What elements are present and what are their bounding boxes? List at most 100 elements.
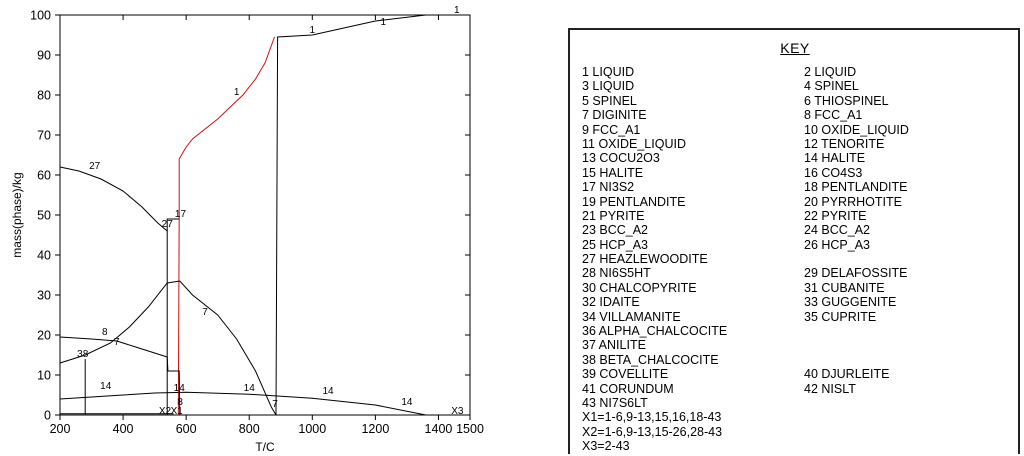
key-entry: 32 IDAITE	[582, 295, 640, 310]
key-entry: X2=1-6,9-13,15-26,28-43	[582, 424, 723, 439]
series-line-27-7	[166, 218, 180, 415]
x-tick-label: 200	[50, 422, 71, 436]
curve-label: X3	[451, 406, 464, 417]
key-entry: 37 ANILITE	[582, 338, 646, 353]
x-tick-label: 1400	[425, 422, 453, 436]
key-entry-empty	[804, 439, 1002, 453]
key-entry: 13 COCU2O3	[582, 151, 660, 166]
key-entry-empty	[804, 338, 1002, 352]
key-entry: 43 NI7S6LT	[582, 395, 648, 410]
y-tick-label: 50	[37, 209, 51, 223]
key-title: KEY	[780, 40, 810, 56]
series-line-14-5	[59, 391, 426, 416]
curve-label: X1	[171, 406, 184, 417]
curve-label: 1	[310, 25, 316, 36]
key-entry: 24 BCC_A2	[804, 223, 871, 238]
y-axis-label: mass(phase)/kg	[10, 172, 24, 257]
key-entry: 31 CUBANITE	[804, 280, 885, 295]
key-entry: 6 THIOSPINEL	[804, 93, 889, 108]
key-entry: X1=1-6,9-13,15,16,18-43	[582, 410, 722, 425]
key-entries: 1 LIQUID 2 LIQUID 3 LIQUID 4 SPINEL 5 SPINEL…	[582, 65, 1002, 454]
key-entry: 21 PYRITE	[582, 208, 645, 223]
curve-label: 14	[100, 381, 112, 392]
x-axis-label: T/C	[255, 440, 275, 454]
key-entry: 35 CUPRITE	[804, 309, 877, 324]
series-line-7-3	[59, 280, 277, 416]
curve-label: 7	[272, 399, 278, 410]
y-tick-label: 30	[37, 289, 51, 303]
curve-label: 7	[114, 337, 120, 348]
key-entry-empty	[804, 396, 1002, 410]
key-entry: 36 ALPHA_CHALCOCITE	[582, 324, 728, 339]
key-entry: 39 COVELLITE	[582, 367, 669, 382]
x-tick-label: 1000	[298, 422, 326, 436]
curve-label: 14	[174, 383, 186, 394]
curve-label: 17	[175, 209, 187, 220]
curve-label: 14	[401, 397, 413, 408]
curve-label: 27	[162, 219, 174, 230]
legend-key-box: KEY 1 LIQUID 2 LIQUID 3 LIQUID 4 SPINEL 5 SP…	[568, 28, 1020, 454]
key-entry: 9 FCC_A1	[582, 122, 641, 137]
key-entry: 5 SPINEL	[582, 93, 637, 108]
key-entry: 11 OXIDE_LIQUID	[582, 136, 686, 151]
key-entry: 26 HCP_A3	[804, 237, 871, 252]
key-entry: 7 DIGINITE	[582, 108, 647, 123]
y-tick-label: 90	[37, 49, 51, 63]
series-line-17-1	[177, 36, 275, 416]
curve-label: 38	[77, 349, 89, 360]
key-entry-empty	[804, 410, 1002, 424]
series-line-8-4	[59, 336, 181, 416]
key-entry: 23 BCC_A2	[582, 223, 649, 238]
x-tick-label: 400	[113, 422, 134, 436]
y-tick-label: 0	[44, 409, 51, 423]
plot-frame	[59, 14, 471, 416]
curve-label: 8	[102, 327, 108, 338]
curve-label: 8	[177, 397, 183, 408]
curve-label: 27	[89, 161, 101, 172]
key-entry: 22 PYRITE	[804, 208, 867, 223]
x-tick-label: 1500	[456, 422, 484, 436]
x-tick-label: 1200	[361, 422, 389, 436]
key-entry: 10 OXIDE_LIQUID	[804, 122, 909, 137]
key-entry-empty	[804, 252, 1002, 266]
key-entry: 25 HCP_A3	[582, 237, 649, 252]
key-entry: 38 BETA_CHALCOCITE	[582, 352, 719, 367]
y-tick-label: 10	[37, 369, 51, 383]
curve-label: 1	[234, 87, 240, 98]
series-line-1-0	[275, 14, 470, 416]
key-entry: 14 HALITE	[804, 151, 866, 166]
key-entry: 19 PENTLANDITE	[582, 194, 686, 209]
x-tick-label: 600	[176, 422, 197, 436]
key-entry: 42 NISLT	[804, 381, 856, 396]
curve-label: 7	[202, 307, 208, 318]
y-tick-label: 100	[30, 9, 51, 23]
y-tick-label: 20	[37, 329, 51, 343]
key-entry: 18 PENTLANDITE	[804, 180, 908, 195]
key-entry: 12 TENORITE	[804, 136, 885, 151]
phase-mass-chart: 200 400 600 800 1000 1200 1400 1500 0 10 20 30 40 50 6…	[10, 5, 484, 454]
key-entry: 29 DELAFOSSITE	[804, 266, 908, 281]
key-entry: 4 SPINEL	[804, 79, 859, 94]
key-entry: 16 CO4S3	[804, 165, 863, 180]
key-entry: 15 HALITE	[582, 165, 644, 180]
key-entry: 8 FCC_A1	[804, 108, 863, 123]
key-entry-empty	[804, 353, 1002, 367]
key-entry: 2 LIQUID	[804, 65, 857, 79]
key-entry: 33 GUGGENITE	[804, 295, 897, 310]
key-entry: 20 PYRRHOTITE	[804, 194, 902, 209]
key-entry: 3 LIQUID	[582, 79, 635, 94]
curve-label: 14	[244, 383, 256, 394]
chart-series	[59, 14, 470, 416]
key-entry: 30 CHALCOPYRITE	[582, 280, 697, 295]
curve-label: 1	[380, 17, 386, 28]
y-tick-label: 80	[37, 89, 51, 103]
y-tick-label: 40	[37, 249, 51, 263]
curve-label: 14	[323, 386, 335, 397]
chart-axes: 200 400 600 800 1000 1200 1400 1500 0 10 20 30 40 50 6…	[30, 9, 484, 437]
key-entry: 40 DJURLEITE	[804, 367, 890, 382]
key-entry: X3=2-43	[582, 439, 630, 454]
curve-label: 1	[454, 5, 460, 16]
key-entry: 27 HEAZLEWOODITE	[582, 252, 708, 267]
y-tick-label: 70	[37, 129, 51, 143]
